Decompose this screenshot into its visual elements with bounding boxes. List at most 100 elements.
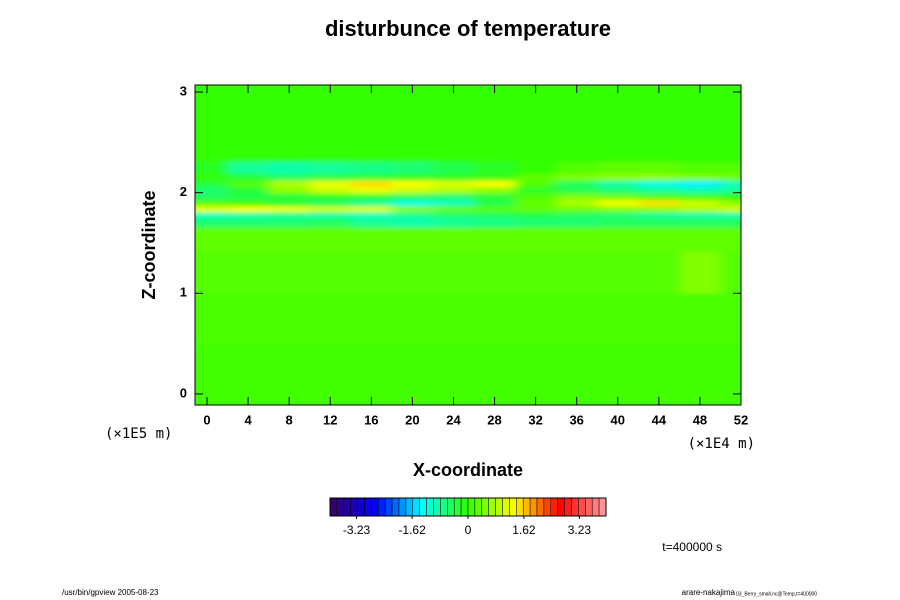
colorbar-segment [585, 497, 593, 517]
heatmap-cell [309, 180, 352, 188]
heatmap-cell [309, 293, 352, 345]
heatmap-cell [268, 132, 311, 162]
heatmap-cell [268, 161, 311, 175]
colorbar-segment [371, 497, 379, 517]
heatmap-cell [679, 132, 721, 162]
colorbar-segment [516, 497, 524, 517]
heatmap-cell [556, 250, 598, 294]
heatmap-cell [350, 193, 393, 201]
heatmap-cell [195, 217, 229, 228]
heatmap-cell [268, 343, 311, 405]
x-unit: (×1E4 m) [688, 436, 755, 452]
heatmap-cell [268, 293, 311, 345]
heatmap-cell [515, 226, 557, 252]
heatmap-cell [720, 343, 741, 405]
heatmap-cell [679, 343, 721, 405]
x-tick-label: 44 [652, 412, 667, 427]
heatmap-cell [556, 199, 598, 207]
heatmap-cell [638, 211, 680, 219]
colorbar-tick-label: -1.62 [398, 523, 426, 537]
heatmap-cell [556, 211, 598, 219]
heatmap-cell [556, 161, 598, 175]
footer-left: /usr/bin/gpview 2005-08-23 [62, 588, 159, 597]
colorbar-tick-label: 0 [465, 523, 472, 537]
heatmap-cell [720, 199, 741, 207]
heatmap-cell [597, 193, 639, 201]
x-tick-label: 0 [203, 412, 210, 427]
colorbar-segment [509, 497, 517, 517]
heatmap-cell [227, 186, 270, 194]
heatmap-cell [597, 173, 639, 181]
heatmap-cell [268, 217, 311, 228]
heatmap-cell [391, 180, 434, 188]
heatmap-cell [309, 132, 352, 162]
heatmap-cell [268, 186, 311, 194]
colorbar-segment [391, 497, 400, 517]
heatmap-cell [679, 85, 721, 133]
colorbar-segment [357, 497, 365, 517]
heatmap-cell [556, 343, 598, 405]
heatmap-cell [474, 180, 516, 188]
heatmap-cell [597, 186, 639, 194]
heatmap-cell [679, 186, 721, 194]
heatmap-cell [350, 199, 393, 207]
x-tick-label: 24 [446, 412, 461, 427]
heatmap-cell [515, 132, 557, 162]
heatmap-cell [515, 250, 557, 294]
heatmap-cell [556, 293, 598, 345]
heatmap-cell [597, 293, 639, 345]
heatmap-cell [391, 85, 434, 133]
heatmap-cell [515, 217, 557, 228]
heatmap-cell [391, 217, 434, 228]
heatmap-cell [720, 211, 741, 219]
heatmap-cell [597, 180, 639, 188]
heatmap-cell [679, 293, 721, 345]
y-tick-label: 3 [180, 83, 187, 98]
x-tick-label: 52 [734, 412, 748, 427]
heatmap-cell [350, 173, 393, 181]
heatmap-cell [432, 193, 475, 201]
heatmap-cell [195, 193, 229, 201]
heatmap-cell [227, 293, 270, 345]
colorbar-segment [384, 497, 393, 517]
colorbar-segment [405, 497, 414, 517]
heatmap-cell [432, 161, 475, 175]
x-tick-label: 32 [528, 412, 542, 427]
heatmap-cell [268, 205, 311, 213]
heatmap-cell [679, 180, 721, 188]
colorbar-segment [578, 497, 586, 517]
heatmap-cell [227, 193, 270, 201]
heatmap-cell [309, 199, 352, 207]
colorbar-segment [447, 497, 455, 517]
heatmap-cell [638, 205, 680, 213]
heatmap-cell [474, 217, 516, 228]
heatmap-cell [432, 205, 475, 213]
heatmap-cell [597, 343, 639, 405]
heatmap-cell [227, 211, 270, 219]
heatmap-cell [268, 85, 311, 133]
heatmap-cell [391, 205, 434, 213]
heatmap-cell [432, 180, 475, 188]
colorbar-segment [529, 497, 538, 517]
heatmap-cell [309, 217, 352, 228]
heatmap-cell [195, 132, 229, 162]
heatmap-cell [720, 205, 741, 213]
heatmap-cell [432, 85, 475, 133]
heatmap-cell [309, 161, 352, 175]
heatmap-cell [638, 250, 680, 294]
heatmap-cell [474, 343, 516, 405]
colorbar-segment [440, 497, 448, 517]
heatmap-cell [474, 161, 516, 175]
heatmap-cell [515, 193, 557, 201]
heatmap-cell [638, 186, 680, 194]
heatmap-cell [227, 250, 270, 294]
heatmap-cell [720, 193, 741, 201]
y-tick-label: 2 [180, 184, 187, 199]
heatmap-cell [515, 173, 557, 181]
heatmap-cell [195, 186, 229, 194]
heatmap-cell [432, 132, 475, 162]
heatmap-cell [720, 132, 741, 162]
heatmap-cell [195, 293, 229, 345]
heatmap-cell [195, 250, 229, 294]
